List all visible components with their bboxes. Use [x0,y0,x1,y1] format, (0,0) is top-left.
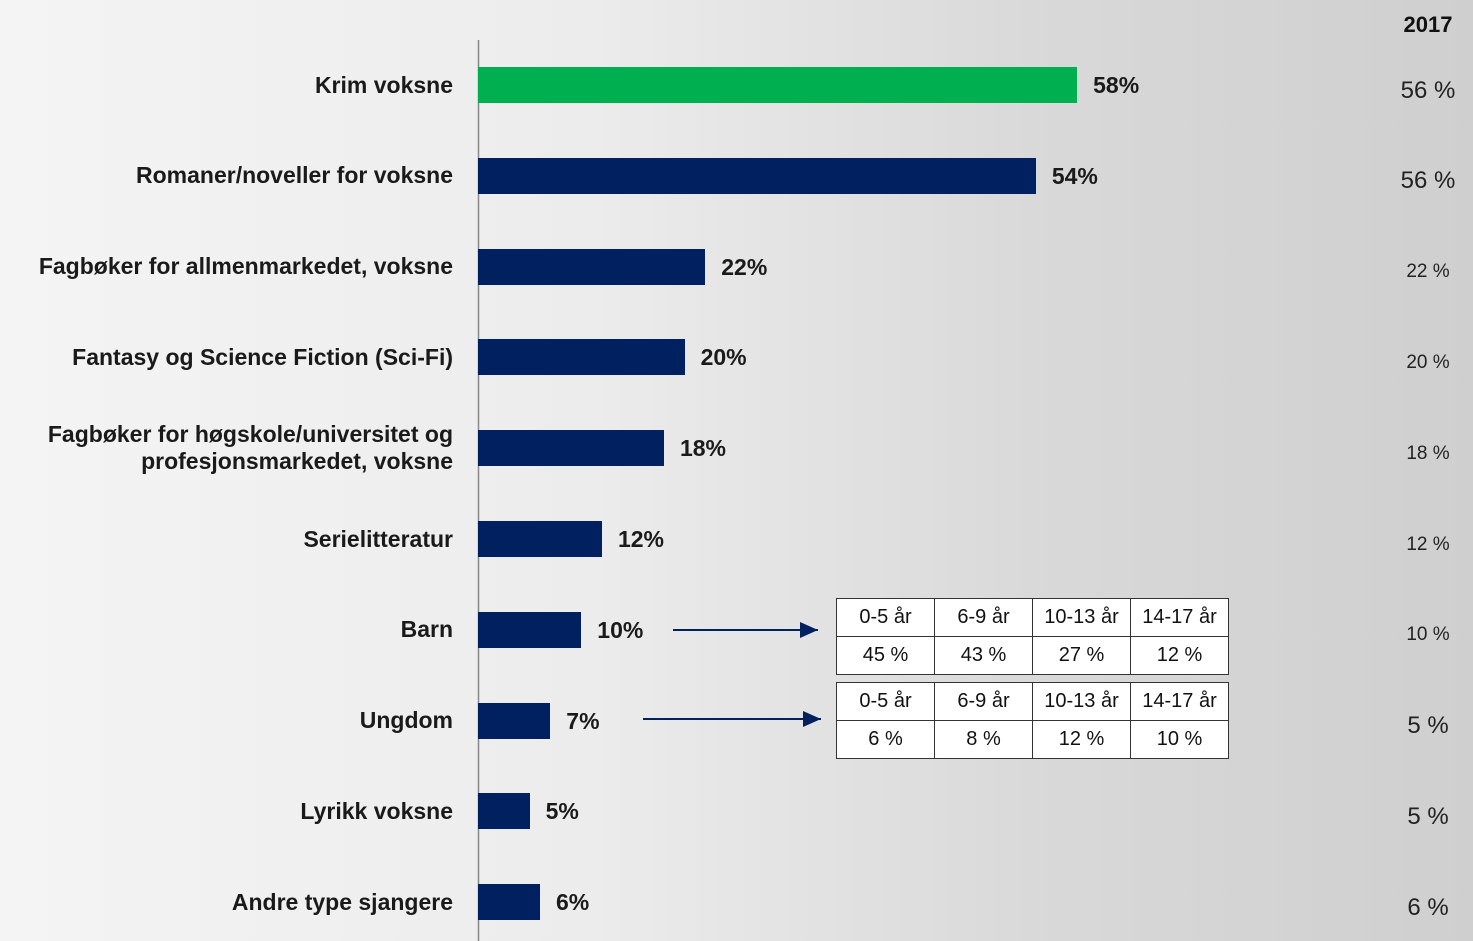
bar [478,67,1078,103]
comparison-value: 6 % [1407,893,1449,921]
comparison-title: 2017 [1403,12,1453,37]
inset-value: 12 % [1130,636,1229,675]
inset-value: 27 % [1032,636,1131,675]
category-label: Fantasy og Science Fiction (Sci-Fi) [72,343,453,370]
comparison-value: 5 % [1407,712,1449,740]
comparison-value: 5 % [1407,803,1449,830]
inset-value: 43 % [934,636,1033,675]
category-label: Fagbøker for høgskole/universitet og pro… [47,421,453,475]
inset-value: 45 % [836,636,935,675]
inset-header: 0-5 år [836,682,935,721]
value-label: 54% [1051,162,1098,189]
category-label: Fagbøker for allmenmarkedet, voksne [38,253,453,280]
category-label: Barn [400,616,453,643]
value-label: 10% [597,616,644,643]
bar [478,884,540,921]
inset-row: 0-5 år 6-9 år 10-13 år 14-17 år [836,682,1229,721]
inset-value: 10 % [1130,720,1229,759]
inset-table: 0-5 år 6-9 år 10-13 år 14-17 år 6 % 8 % 12 % 10… [836,682,1229,759]
inset-header: 14-17 år [1130,682,1229,721]
bar [478,339,685,376]
bar [478,430,664,467]
inset-header: 14-17 år [1130,598,1229,637]
inset-row: 0-5 år 6-9 år 10-13 år 14-17 år [836,598,1229,637]
inset-row: 6 % 8 % 12 % 10 % [836,720,1229,759]
comparison-value: 20 % [1406,352,1450,373]
inset-value: 8 % [934,720,1033,759]
value-label: 5% [545,798,579,825]
category-label: Krim voksne [314,71,453,98]
bar [478,248,706,285]
category-label: Andre type sjangere [231,888,453,915]
inset-row: 45 % 43 % 27 % 12 % [836,636,1229,675]
value-label: 7% [566,707,600,734]
inset-header: 6-9 år [934,682,1033,721]
inset-header: 6-9 år [934,598,1033,637]
bar [478,611,582,648]
category-label: Lyrikk voksne [300,797,453,824]
inset-header: 10-13 år [1032,682,1131,721]
comparison-value: 22 % [1406,261,1450,283]
category-label: Serielitteratur [303,525,453,552]
inset-header: 10-13 år [1032,598,1131,637]
inset-header: 0-5 år [836,598,935,637]
category-label: Ungdom [359,707,453,734]
bar [478,793,530,830]
category-label: Romaner/noveller for voksne [136,162,453,189]
bar [478,157,1036,194]
value-label: 22% [721,253,768,280]
inset-value: 12 % [1032,720,1131,759]
bar [478,702,551,739]
value-label: 58% [1093,72,1140,98]
comparison-value: 12 % [1406,533,1450,555]
value-label: 12% [617,526,664,552]
bar [478,521,602,557]
inset-value: 6 % [836,720,935,759]
value-label: 18% [679,435,726,462]
comparison-value: 10 % [1406,624,1450,646]
comparison-value: 56 % [1400,76,1456,104]
comparison-value: 56 % [1400,167,1456,195]
comparison-value: 18 % [1406,442,1450,464]
value-label: 6% [555,889,590,916]
inset-table: 0-5 år 6-9 år 10-13 år 14-17 år 45 % 43 % 27 %… [836,598,1229,675]
value-label: 20% [700,344,747,371]
